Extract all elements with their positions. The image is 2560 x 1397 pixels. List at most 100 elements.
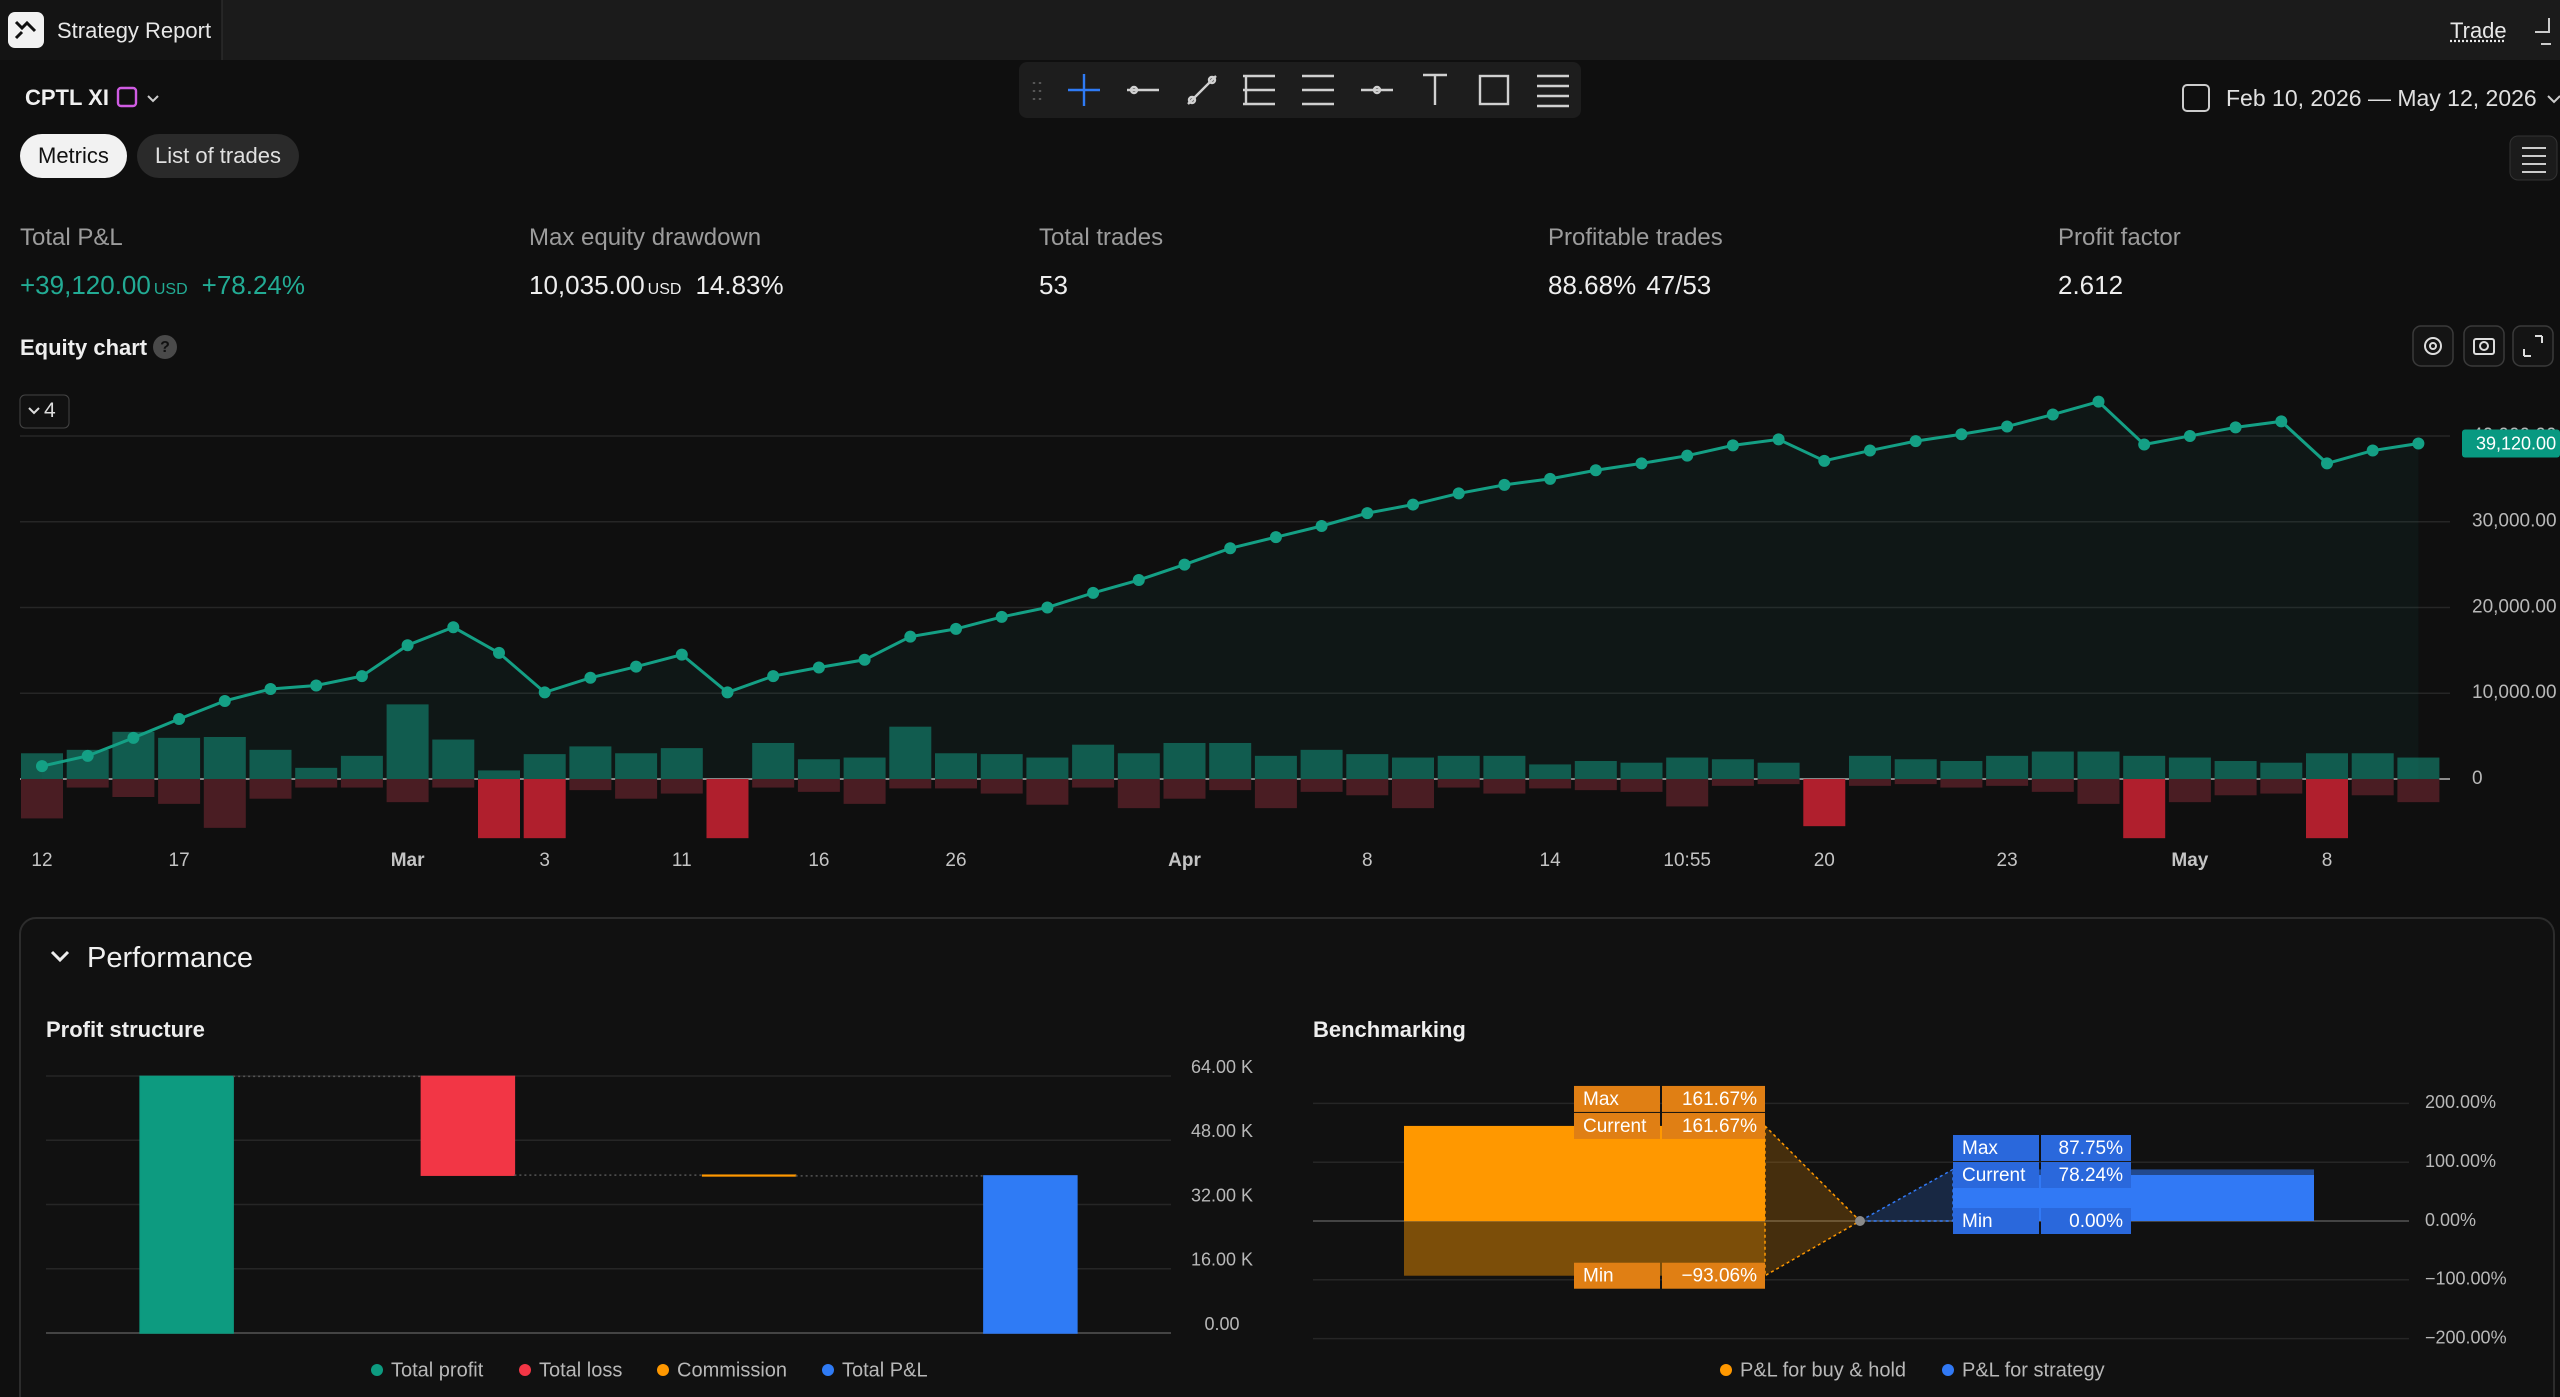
- drawdown-bar: [295, 778, 338, 788]
- zoom-box[interactable]: [19, 394, 70, 429]
- y-tick-label: −200.00%: [2425, 1327, 2507, 1347]
- drawdown-bar: [249, 778, 292, 799]
- runup-bar: [2260, 762, 2303, 779]
- settings-button[interactable]: [2412, 325, 2454, 367]
- runup-bar: [2123, 755, 2166, 779]
- x-tick-label: 26: [945, 850, 966, 871]
- metric-unit: USD: [647, 281, 682, 298]
- equity-point: [995, 610, 1008, 623]
- runup-bar: [1986, 755, 2029, 779]
- equity-point: [1407, 498, 1419, 511]
- metric-number: 88.68%: [1548, 270, 1637, 300]
- runup-bar: [569, 746, 612, 779]
- runup-bar: [2168, 757, 2211, 779]
- layout-button[interactable]: [2509, 135, 2558, 181]
- equity-point: [858, 653, 871, 666]
- drawdown-bar: [2168, 778, 2211, 803]
- runup-bar: [158, 737, 201, 779]
- toolbar-icons: [1032, 73, 1569, 108]
- x-tick-label: Mar: [391, 850, 425, 871]
- chart-buttons: [2412, 325, 2554, 367]
- runup-bar: [1711, 759, 1754, 779]
- equity-point: [1178, 558, 1191, 571]
- zoom-chevron: [28, 407, 40, 415]
- equity-point: [2046, 408, 2059, 421]
- x-tick-label: 23: [1997, 850, 2018, 871]
- stat-value: 78.24%: [2059, 1165, 2124, 1186]
- y-tick-label: 64.00 K: [1191, 1057, 1253, 1077]
- drawdown-bar: [706, 778, 749, 839]
- runup-bar: [432, 739, 475, 779]
- drawdown-bar: [1026, 778, 1069, 805]
- metric-value: 2.612: [2058, 270, 2181, 301]
- equity-point: [2366, 444, 2379, 457]
- x-tick-label: 17: [169, 850, 190, 871]
- equity-point: [1269, 531, 1282, 544]
- help-glyph: ?: [160, 339, 170, 356]
- drawdown-bar: [1940, 778, 1983, 788]
- runup-bar: [1209, 742, 1252, 779]
- equity-point: [2229, 421, 2242, 434]
- equity-point: [675, 648, 688, 661]
- runup-bar: [1574, 760, 1617, 779]
- runup-bar: [523, 754, 566, 779]
- snapshot-button[interactable]: [2463, 325, 2505, 367]
- drawdown-bar: [1620, 778, 1663, 792]
- equity-point: [2412, 437, 2425, 450]
- metric-value: 88.68% 47/53: [1548, 270, 1723, 301]
- runup-bar: [1666, 757, 1709, 779]
- drawdown-bar: [1072, 778, 1115, 788]
- metric-number: 2.612: [2058, 270, 2124, 300]
- equity-point: [1864, 444, 1876, 457]
- equity-point: [447, 621, 460, 634]
- stat-value: 0.00%: [2069, 1211, 2123, 1232]
- metric: Max equity drawdown 10,035.00 USD 14.83%: [529, 224, 784, 301]
- drawdown-bar: [1529, 778, 1572, 789]
- help-icon[interactable]: [153, 335, 177, 359]
- runup-bar: [1026, 757, 1069, 779]
- drawdown-bar: [1803, 778, 1846, 827]
- tab-metrics[interactable]: Metrics: [20, 134, 127, 178]
- x-tick-label: 8: [2322, 850, 2333, 871]
- tab-trades[interactable]: List of trades: [137, 134, 299, 178]
- symbol[interactable]: CPTL XI: [25, 85, 109, 110]
- metric-extra: +78.24%: [201, 270, 306, 300]
- equity-point: [218, 694, 231, 707]
- drawdown-bar: [1483, 778, 1526, 794]
- runup-bar: [752, 742, 795, 779]
- drawdown-bar: [1849, 778, 1891, 786]
- waterfall-bar: [420, 1075, 516, 1176]
- metric: Profitable trades 88.68% 47/53: [1548, 224, 1723, 301]
- drawdown-bar: [660, 778, 703, 794]
- y-tick-label: 200.00%: [2425, 1092, 2496, 1112]
- legend-swatch: [519, 1364, 531, 1376]
- equity-point: [1955, 428, 1968, 441]
- date-range[interactable]: Feb 10, 2026 — May 12, 2026: [2226, 85, 2537, 111]
- legend-swatch: [371, 1364, 383, 1376]
- metric-label: Profitable trades: [1548, 224, 1723, 251]
- runup-bar: [2214, 760, 2257, 779]
- runup-bar: [1483, 755, 1526, 779]
- collapse-chevron[interactable]: [50, 950, 70, 963]
- trade-button[interactable]: Trade: [2450, 18, 2507, 43]
- equity-point: [1635, 457, 1648, 470]
- equity-point: [2092, 395, 2105, 408]
- current-label: 39,120.00: [2476, 433, 2556, 453]
- runup-bar: [1254, 755, 1297, 779]
- legend-label: Total profit: [391, 1359, 484, 1381]
- metric: Profit factor 2.612: [2058, 224, 2181, 301]
- drawdown-bar: [797, 778, 840, 792]
- stat-box: [1662, 1262, 1765, 1289]
- x-tick-label: 11: [672, 850, 692, 871]
- metric-value: 53: [1039, 270, 1163, 301]
- fullscreen-button[interactable]: [2512, 325, 2554, 367]
- pivot-point: [1855, 1216, 1865, 1226]
- equity-point: [2275, 415, 2288, 428]
- x-tick-label: 20: [1814, 850, 1835, 871]
- y-tick-label: 10,000.00: [2472, 682, 2557, 703]
- drawdown-bar: [2214, 778, 2257, 796]
- drawing-toolbar: [1019, 62, 1581, 118]
- equity-point: [950, 622, 962, 635]
- date-chevron: [2547, 95, 2560, 104]
